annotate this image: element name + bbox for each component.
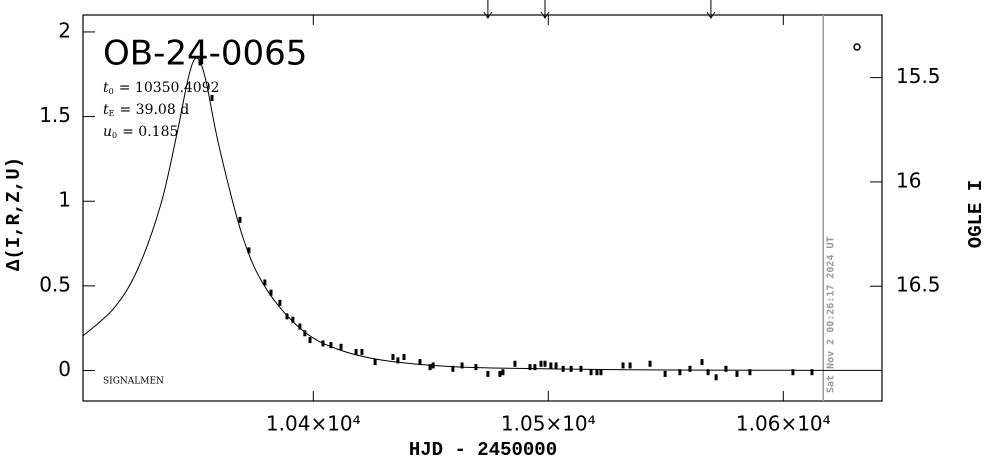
data-point — [688, 365, 692, 372]
data-point — [599, 369, 603, 376]
data-point — [210, 94, 214, 101]
arrow-marker — [483, 0, 493, 19]
data-point — [391, 353, 395, 360]
footnote: SIGNALMEN — [103, 377, 164, 387]
data-point — [396, 357, 400, 364]
data-point — [549, 362, 553, 369]
data-point — [628, 362, 632, 369]
y-tick-label: 0 — [58, 357, 71, 381]
data-point — [329, 342, 333, 349]
data-point — [418, 359, 422, 366]
x-tick-label: 1.04×10⁴ — [266, 412, 361, 436]
data-point — [298, 323, 302, 330]
x-tick-label: 1.06×10⁴ — [736, 412, 831, 436]
param-subscript: 0 — [112, 131, 117, 140]
data-point — [554, 362, 558, 369]
data-point — [700, 359, 704, 366]
data-point — [678, 369, 682, 376]
data-point — [339, 343, 343, 350]
arrow-marker — [540, 0, 550, 19]
param-label: tE = 39.08 d — [103, 102, 189, 118]
now-label: Sat Nov 2 00:26:17 2024 UT — [825, 236, 836, 393]
data-point — [269, 289, 273, 296]
y2-axis-label: OGLE I — [965, 180, 986, 248]
data-point — [303, 330, 307, 337]
data-point — [714, 374, 718, 381]
data-point — [451, 365, 455, 372]
data-point — [308, 337, 312, 344]
data-point — [735, 370, 739, 377]
data-point — [539, 360, 543, 367]
data-point — [247, 247, 251, 254]
data-point — [595, 369, 599, 376]
param-text: = 39.08 d — [119, 102, 189, 118]
y2-tick-label: 15.5 — [896, 64, 941, 88]
data-point — [513, 360, 517, 367]
x-axis-label: HJD - 2450000 — [409, 439, 557, 459]
y2-tick-label: 16.5 — [896, 273, 941, 297]
model-line — [83, 57, 882, 371]
data-point — [810, 369, 814, 376]
param-text: = 10350.4092 — [119, 80, 220, 96]
arrow-marker — [706, 0, 716, 19]
data-point — [354, 348, 358, 355]
y2-tick-label: 16 — [896, 168, 921, 192]
param-symbol: t — [103, 102, 109, 118]
data-point — [285, 313, 289, 320]
param-subscript: 0 — [109, 87, 114, 96]
data-point — [528, 364, 532, 371]
data-point — [589, 369, 593, 376]
data-point — [579, 365, 583, 372]
data-point — [431, 362, 435, 369]
param-label: t0 = 10350.4092 — [103, 80, 220, 96]
y-tick-label: 1 — [58, 188, 71, 212]
data-point — [663, 370, 667, 377]
data-point — [724, 365, 728, 372]
chart-title: OB-24-0065 — [103, 34, 307, 74]
data-point — [791, 369, 795, 376]
data-point — [373, 359, 377, 366]
data-point — [533, 364, 537, 371]
data-point — [561, 365, 565, 372]
data-point — [198, 59, 202, 66]
y-axis-label: Δ(I,R,Z,U) — [3, 157, 25, 271]
data-point — [278, 299, 282, 306]
data-point — [501, 369, 505, 376]
data-point — [621, 362, 625, 369]
plot-frame — [82, 14, 883, 402]
param-subscript: E — [109, 109, 115, 118]
data-point — [486, 370, 490, 377]
data-point — [474, 364, 478, 371]
y-tick-label: 2 — [58, 18, 71, 42]
data-point — [360, 348, 364, 355]
param-symbol: t — [103, 80, 109, 96]
data-point — [263, 279, 267, 286]
data-point — [321, 340, 325, 347]
data-point — [460, 362, 464, 369]
y-tick-label: 0.5 — [39, 272, 71, 296]
data-point — [543, 360, 547, 367]
marker-symbol — [853, 43, 861, 51]
x-tick-label: 1.05×10⁴ — [501, 412, 596, 436]
param-label: u0 = 0.185 — [103, 124, 178, 140]
data-point — [428, 364, 432, 371]
data-point — [291, 316, 295, 323]
y-tick-label: 1.5 — [39, 103, 71, 127]
data-point — [648, 360, 652, 367]
param-text: = 0.185 — [122, 124, 178, 140]
data-point — [748, 369, 752, 376]
data-point — [569, 365, 573, 372]
data-point — [238, 216, 242, 223]
data-point — [498, 370, 502, 377]
param-symbol: u — [103, 124, 112, 140]
data-point — [706, 369, 710, 376]
data-point — [402, 353, 406, 360]
